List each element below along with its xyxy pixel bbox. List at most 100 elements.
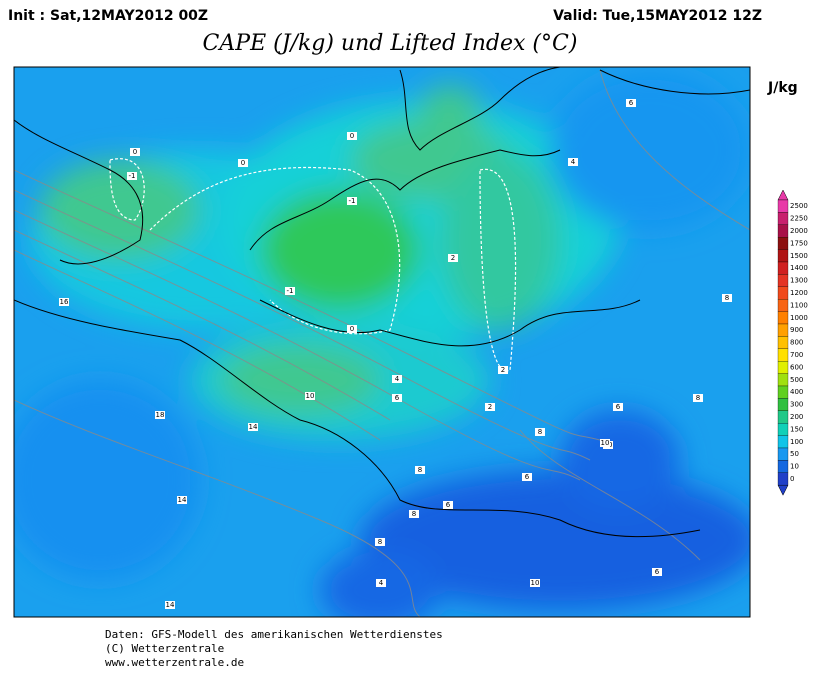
colorbar-swatch bbox=[777, 299, 789, 312]
contour-label-box bbox=[392, 394, 402, 402]
colorbar-label: 1200 bbox=[790, 289, 808, 297]
colorbar-swatch bbox=[777, 323, 789, 337]
colorbar-swatch bbox=[777, 398, 789, 411]
contour-label: 8 bbox=[696, 394, 700, 402]
contour-label-box bbox=[347, 132, 357, 140]
colorbar-label: 150 bbox=[790, 425, 803, 433]
lifted-index-contours bbox=[14, 69, 750, 617]
contour-label-box bbox=[613, 403, 623, 411]
contour-label: 14 bbox=[249, 423, 258, 431]
colorbar-label: 800 bbox=[790, 339, 803, 347]
contour-label: 0 bbox=[241, 159, 245, 167]
colorbar-label: 200 bbox=[790, 413, 803, 421]
colorbar-label: 1100 bbox=[790, 301, 808, 309]
colorbar-label: 2000 bbox=[790, 227, 808, 235]
contour-label: 10 bbox=[306, 392, 315, 400]
colorbar-label: 2250 bbox=[790, 215, 808, 223]
contour-label-box bbox=[177, 496, 187, 504]
contour-label: 6 bbox=[629, 99, 634, 107]
contour-label: 18 bbox=[156, 411, 165, 419]
colorbar-swatch bbox=[777, 224, 789, 238]
contour-labels: 0-10-10-12042681016181414148681010686810… bbox=[59, 99, 732, 609]
colorbar-label: 400 bbox=[790, 388, 803, 396]
contour-label: 8 bbox=[538, 428, 542, 436]
colorbar-label: 2500 bbox=[790, 202, 808, 210]
colorbar-swatch bbox=[777, 447, 789, 461]
contour-label-box bbox=[165, 601, 175, 609]
contour-label-box bbox=[305, 392, 315, 400]
contour-label: 2 bbox=[451, 254, 455, 262]
contour-label: 6 bbox=[446, 501, 451, 509]
colorbar-swatch bbox=[777, 199, 789, 213]
colorbar-swatch bbox=[777, 460, 789, 473]
colorbar-label: 1300 bbox=[790, 277, 808, 285]
colorbar-swatch bbox=[777, 472, 789, 486]
colorbar-label: 900 bbox=[790, 326, 803, 334]
contour-label: -1 bbox=[129, 172, 136, 180]
contour-label-box bbox=[693, 394, 703, 402]
colorbar-swatch bbox=[777, 435, 789, 449]
contour-label-box bbox=[443, 501, 453, 509]
contour-label-box bbox=[535, 428, 545, 436]
contour-label: 6 bbox=[616, 403, 621, 411]
contour-label-box bbox=[347, 325, 357, 333]
colorbar-swatch bbox=[777, 373, 789, 387]
footer-line: www.wetterzentrale.de bbox=[105, 656, 244, 669]
map-frame bbox=[13, 66, 751, 618]
colorbar-swatch bbox=[777, 410, 789, 424]
contour-label-box bbox=[59, 298, 69, 306]
colorbar-label: 1500 bbox=[790, 252, 808, 260]
colorbar: 2500225020001750150014001300120011001000… bbox=[777, 189, 808, 496]
contour-label: 8 bbox=[725, 294, 729, 302]
colorbar-swatch bbox=[777, 311, 789, 325]
contour-label-box bbox=[375, 538, 385, 546]
contour-label: 2 bbox=[501, 366, 505, 374]
colorbar-label: 10 bbox=[790, 463, 799, 471]
colorbar-arrow-bottom bbox=[777, 484, 789, 496]
contour-label: 8 bbox=[378, 538, 382, 546]
contour-label: 14 bbox=[166, 601, 175, 609]
contour-label-box bbox=[392, 375, 402, 383]
colorbar-label: 700 bbox=[790, 351, 803, 359]
contour-label-box bbox=[498, 366, 508, 374]
colorbar-swatch bbox=[777, 261, 789, 275]
contour-label-box bbox=[285, 287, 295, 295]
colorbar-swatch bbox=[777, 361, 789, 374]
contour-label-box bbox=[155, 411, 165, 419]
contour-label-box bbox=[238, 159, 248, 167]
map-title: CAPE (J/kg) und Lifted Index (°C) bbox=[203, 31, 578, 56]
footer-line: (C) Wetterzentrale bbox=[105, 642, 224, 655]
contour-label: 6 bbox=[525, 473, 530, 481]
contour-label-box bbox=[347, 197, 357, 205]
colorbar-swatch bbox=[777, 348, 789, 362]
footer-line: Daten: GFS-Modell des amerikanischen Wet… bbox=[105, 628, 443, 641]
contour-label-box bbox=[415, 466, 425, 474]
colorbar-label: 1750 bbox=[790, 239, 808, 247]
contour-label: 10 bbox=[531, 579, 540, 587]
colorbar-label: 100 bbox=[790, 438, 803, 446]
contour-label: 0 bbox=[350, 325, 354, 333]
cape-field bbox=[14, 70, 750, 617]
contour-label: 14 bbox=[178, 496, 187, 504]
contour-label: 2 bbox=[488, 403, 492, 411]
contour-label-box bbox=[600, 439, 610, 447]
colorbar-swatch bbox=[777, 212, 789, 225]
colorbar-label: 300 bbox=[790, 401, 803, 409]
colorbar-label: 1000 bbox=[790, 314, 808, 322]
contour-label-box bbox=[376, 579, 386, 587]
contour-label-box bbox=[127, 172, 137, 180]
contour-label-box bbox=[568, 158, 578, 166]
colorbar-swatch bbox=[777, 423, 789, 436]
contour-label: 6 bbox=[395, 394, 400, 402]
colorbar-swatch bbox=[777, 274, 789, 287]
colorbar-swatch bbox=[777, 336, 789, 349]
contour-label: 8 bbox=[418, 466, 422, 474]
contour-label-box bbox=[626, 99, 636, 107]
contour-label-box bbox=[722, 294, 732, 302]
init-time: Init : Sat,12MAY2012 00Z bbox=[8, 8, 208, 24]
contour-label-box bbox=[409, 510, 419, 518]
colorbar-label: 600 bbox=[790, 363, 803, 371]
colorbar-unit: J/kg bbox=[767, 80, 798, 96]
contour-label: 16 bbox=[60, 298, 69, 306]
